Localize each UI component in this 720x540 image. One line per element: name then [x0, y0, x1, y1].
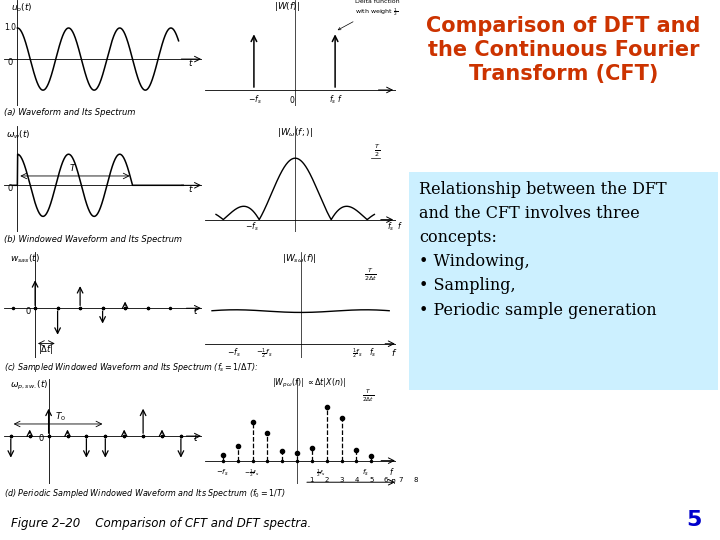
Text: $|W(f)|$: $|W(f)|$	[274, 0, 300, 13]
Text: 3: 3	[339, 477, 344, 483]
Text: 0: 0	[7, 58, 12, 66]
Text: Comparison of DFT and
the Continuous Fourier
Transform (CFT): Comparison of DFT and the Continuous Fou…	[426, 16, 701, 84]
Text: $-f_s$: $-f_s$	[228, 347, 241, 359]
Text: $t$: $t$	[188, 183, 194, 194]
Text: Figure 2–20    Comparison of CFT and DFT spectra.: Figure 2–20 Comparison of CFT and DFT sp…	[11, 517, 311, 530]
Text: 4: 4	[354, 477, 359, 483]
Text: $\frac{T}{2\Delta t}$: $\frac{T}{2\Delta t}$	[364, 266, 377, 282]
Text: $-\frac{1}{2}f_s$: $-\frac{1}{2}f_s$	[256, 347, 273, 361]
Text: 0: 0	[7, 184, 12, 193]
Text: $\omega_w(t)$: $\omega_w(t)$	[6, 128, 31, 140]
Text: Delta function
with weight $\frac{1}{2}$: Delta function with weight $\frac{1}{2}$	[338, 0, 400, 30]
Text: 1: 1	[310, 477, 314, 483]
Text: $f_s$: $f_s$	[369, 347, 376, 359]
Text: $f_s\ f$: $f_s\ f$	[329, 93, 343, 106]
Text: $w_{sas}(t)$: $w_{sas}(t)$	[10, 252, 40, 265]
Text: 5: 5	[369, 477, 374, 483]
Text: 6: 6	[384, 477, 388, 483]
Text: $f_s$: $f_s$	[362, 468, 369, 478]
Text: (c) Sampled Windowed Waveform and Its Spectrum ($f_s = 1/\Delta T$):: (c) Sampled Windowed Waveform and Its Sp…	[4, 361, 258, 374]
Text: $t$: $t$	[188, 57, 194, 68]
Text: $-\frac{1}{2}f_s$: $-\frac{1}{2}f_s$	[244, 467, 259, 479]
Text: $f_s\ \ f$: $f_s\ \ f$	[387, 220, 403, 233]
Text: $|W_\omega(f;)|$: $|W_\omega(f;)|$	[277, 126, 313, 139]
Text: Relationship between the DFT
and the CFT involves three
concepts:
• Windowing,
•: Relationship between the DFT and the CFT…	[419, 181, 667, 319]
Text: $u_o(t)$: $u_o(t)$	[11, 2, 32, 15]
Text: $t$: $t$	[193, 305, 199, 315]
Text: $\omega_{p,sw.}(t)$: $\omega_{p,sw.}(t)$	[10, 379, 49, 392]
Text: 0: 0	[25, 307, 30, 315]
FancyBboxPatch shape	[409, 172, 718, 390]
Text: 7: 7	[399, 477, 403, 483]
Text: 5: 5	[687, 510, 702, 530]
Text: 2: 2	[325, 477, 329, 483]
Text: $t$: $t$	[193, 433, 199, 443]
Text: (d) Periodic Sampled Windowed Waveform and Its Spectrum ($f_0 = 1/T$): (d) Periodic Sampled Windowed Waveform a…	[4, 487, 285, 500]
Text: 8: 8	[413, 477, 418, 483]
Text: $\frac{T}{2\Delta t}$: $\frac{T}{2\Delta t}$	[362, 388, 374, 404]
Text: 1.0: 1.0	[4, 23, 17, 31]
Text: $T_0$: $T_0$	[55, 410, 66, 423]
Text: $\frac{T}{2}$: $\frac{T}{2}$	[374, 143, 381, 159]
Text: 0: 0	[289, 96, 294, 105]
Text: $-f_s$: $-f_s$	[245, 220, 258, 233]
Text: $n$: $n$	[390, 476, 396, 485]
Text: $f$: $f$	[391, 347, 397, 358]
Text: $|\Delta t|$: $|\Delta t|$	[38, 343, 54, 356]
Text: $-f_s$: $-f_s$	[216, 468, 228, 478]
Text: $T$: $T$	[69, 163, 78, 173]
Text: $\frac{1}{2}f_s$: $\frac{1}{2}f_s$	[351, 347, 363, 361]
Text: $f$: $f$	[389, 466, 395, 477]
Text: (a) Waveform and Its Spectrum: (a) Waveform and Its Spectrum	[4, 109, 135, 117]
Text: $\frac{1}{2}f_s$: $\frac{1}{2}f_s$	[317, 467, 326, 479]
Text: (b) Windowed Waveform and Its Spectrum: (b) Windowed Waveform and Its Spectrum	[4, 234, 181, 244]
Text: $-f_s$: $-f_s$	[248, 93, 261, 106]
Text: $|W_{p\omega}(f)|\ \propto \Delta t|X(n)|$: $|W_{p\omega}(f)|\ \propto \Delta t|X(n)…	[272, 376, 346, 390]
Text: $|W_{s\omega}(f)|$: $|W_{s\omega}(f)|$	[282, 252, 317, 265]
Text: 0: 0	[39, 435, 44, 443]
